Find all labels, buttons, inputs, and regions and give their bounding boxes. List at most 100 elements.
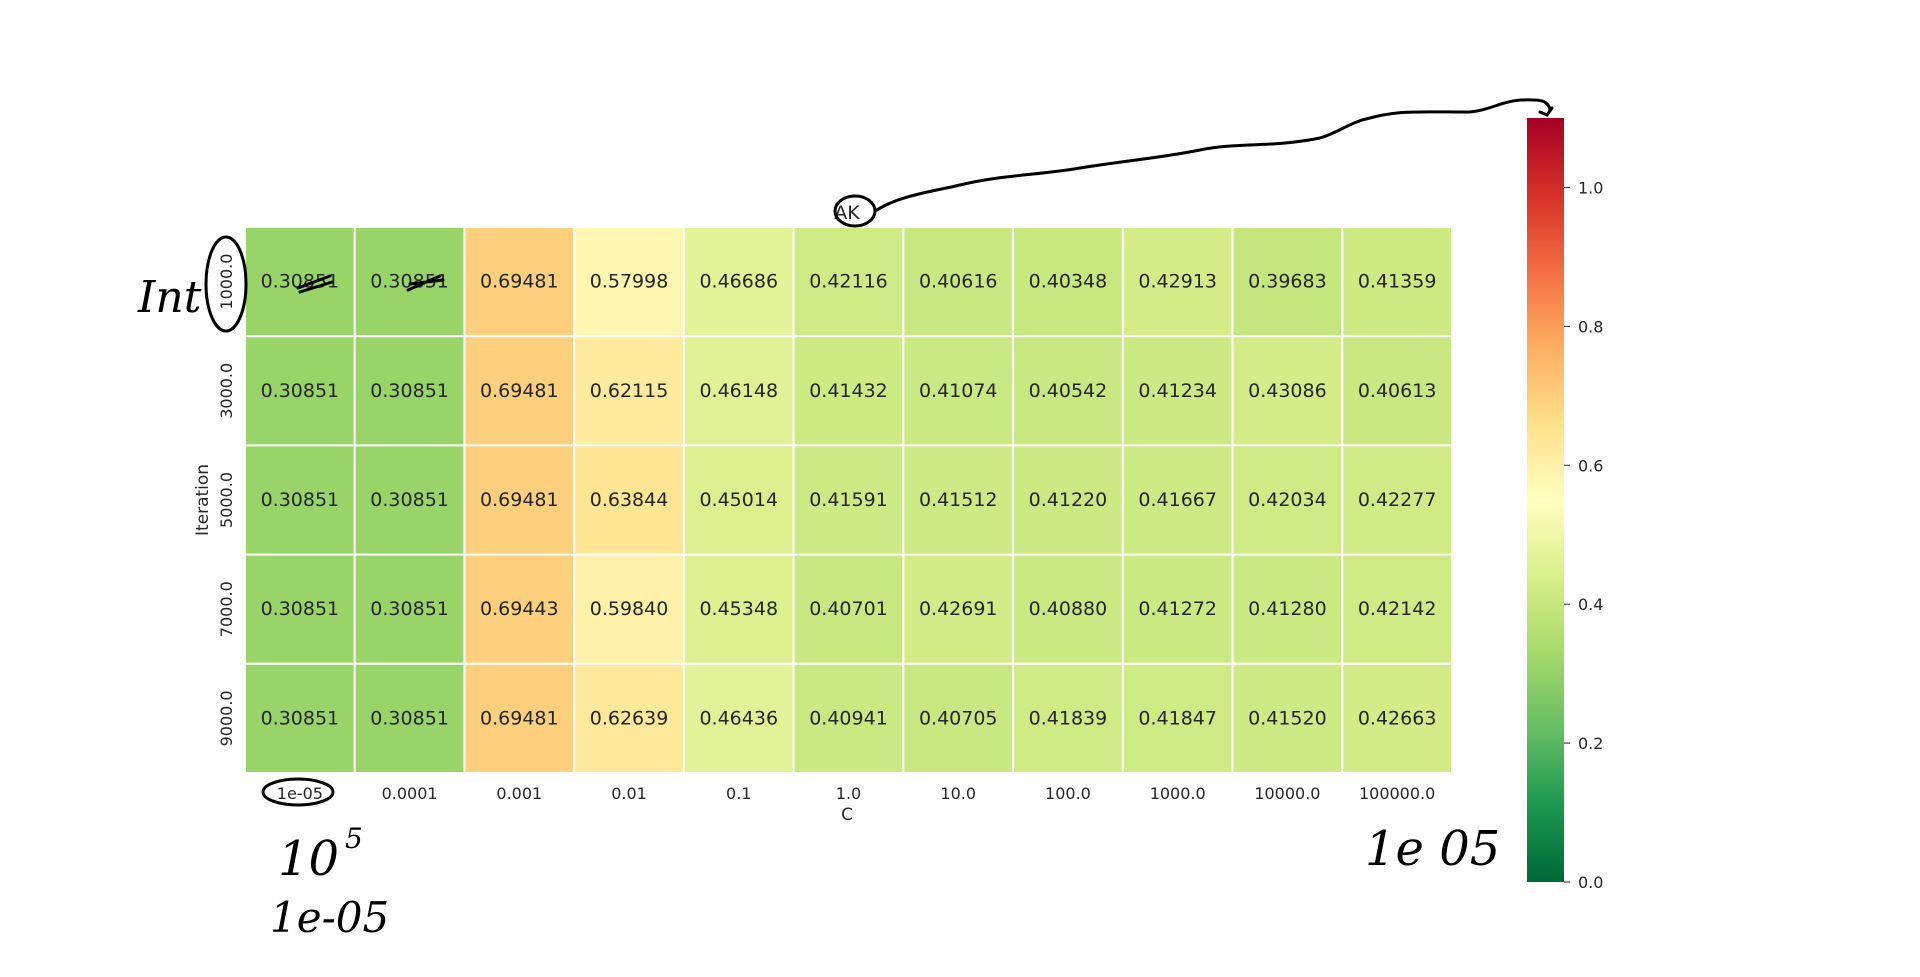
cell-value-label: 0.30851 bbox=[261, 271, 340, 293]
heatmap-cell bbox=[244, 226, 356, 338]
x-tick-label: 0.01 bbox=[611, 784, 647, 803]
heatmap-cell bbox=[792, 335, 905, 447]
cell-value-label: 0.30851 bbox=[370, 707, 449, 729]
x-tick-label: 100.0 bbox=[1045, 784, 1091, 803]
x-tick-label: 100000.0 bbox=[1359, 784, 1435, 803]
heatmap-cell bbox=[573, 553, 685, 665]
heatmap-cell bbox=[1341, 662, 1453, 774]
x-tick-labels: 1e-05 0.0001 0.001 0.01 0.1 1.0 10.0 100.0 1000.… bbox=[277, 784, 1436, 803]
heatmap-cell bbox=[1121, 226, 1234, 338]
y-tick-label: 7000.0 bbox=[217, 581, 236, 637]
colorbar-tick-label: 0.0 bbox=[1578, 873, 1603, 892]
heatmap-cell bbox=[1012, 335, 1124, 447]
cell-value-label: 0.41074 bbox=[919, 380, 998, 402]
heatmap-cell bbox=[353, 553, 466, 665]
cell-value-label: 0.46148 bbox=[699, 380, 778, 402]
hand-circle-title bbox=[833, 194, 877, 228]
cell-value-label: 0.30851 bbox=[370, 271, 449, 293]
cell-value-label: 0.42116 bbox=[809, 271, 888, 293]
x-tick-label: 0.0001 bbox=[382, 784, 438, 803]
cell-value-label: 0.46436 bbox=[699, 707, 778, 729]
colorbar-tick-label: 0.8 bbox=[1578, 317, 1603, 336]
cell-value-label: 0.42034 bbox=[1248, 489, 1327, 511]
cell-value-label: 0.41667 bbox=[1138, 489, 1217, 511]
cell-value-label: 0.62115 bbox=[590, 380, 669, 402]
heatmap-cell bbox=[1231, 226, 1344, 338]
heatmap-cell bbox=[902, 444, 1015, 556]
cell-value-label: 0.41847 bbox=[1138, 707, 1217, 729]
cell-value-label: 0.69443 bbox=[480, 598, 559, 620]
heatmap-cell bbox=[792, 553, 905, 665]
hand-text-int: Int bbox=[137, 272, 202, 323]
chart-title: AK bbox=[834, 202, 860, 224]
heatmap-cell bbox=[682, 662, 795, 774]
hand-strike-cell-2 bbox=[406, 274, 445, 292]
heatmap-cell bbox=[682, 335, 795, 447]
hand-text-exponent-5: 5 bbox=[345, 822, 363, 855]
heatmap-cell bbox=[1341, 444, 1453, 556]
cell-value-label: 0.30851 bbox=[261, 707, 340, 729]
colorbar-tick-label: 0.4 bbox=[1578, 595, 1603, 614]
y-tick-label: 1000.0 bbox=[217, 254, 236, 310]
cell-value-label: 0.41520 bbox=[1248, 707, 1327, 729]
cell-value-label: 0.41512 bbox=[919, 489, 998, 511]
cell-value-label: 0.41220 bbox=[1029, 489, 1108, 511]
colorbar-tick-label: 1.0 bbox=[1578, 178, 1603, 197]
x-axis-label: C bbox=[841, 805, 853, 825]
cell-value-label: 0.40616 bbox=[919, 271, 998, 293]
cell-value-label: 0.45014 bbox=[699, 489, 778, 511]
cell-value-label: 0.30851 bbox=[370, 598, 449, 620]
cell-value-label: 0.41591 bbox=[809, 489, 888, 511]
heatmap-cell bbox=[902, 226, 1015, 338]
cell-value-label: 0.41272 bbox=[1138, 598, 1217, 620]
x-tick-label: 0.1 bbox=[726, 784, 751, 803]
cell-value-label: 0.41359 bbox=[1358, 271, 1437, 293]
cell-value-label: 0.42277 bbox=[1358, 489, 1437, 511]
cell-value-label: 0.69481 bbox=[480, 271, 559, 293]
heatmap-cell bbox=[1231, 662, 1344, 774]
cell-value-label: 0.41432 bbox=[809, 380, 888, 402]
heatmap-cell bbox=[244, 335, 356, 447]
heatmap-cell bbox=[353, 662, 466, 774]
cell-value-label: 0.42142 bbox=[1358, 598, 1437, 620]
cell-value-label: 0.43086 bbox=[1248, 380, 1327, 402]
hand-text-1e-05: 1e-05 bbox=[270, 893, 389, 942]
cell-value-label: 0.39683 bbox=[1248, 271, 1327, 293]
cell-value-label: 0.30851 bbox=[370, 380, 449, 402]
heatmap-cell bbox=[244, 553, 356, 665]
y-tick-labels: 1000.0 3000.0 5000.0 7000.0 9000.0 bbox=[217, 254, 236, 747]
cell-value-label: 0.42663 bbox=[1358, 707, 1437, 729]
colorbar-tick-label: 0.6 bbox=[1578, 456, 1603, 475]
hand-arrow-to-colorbar bbox=[875, 98, 1554, 212]
cell-value-label: 0.69481 bbox=[480, 380, 559, 402]
y-axis-label: Iteration bbox=[193, 464, 213, 536]
hand-text-1e05: 1e 05 bbox=[1365, 821, 1500, 877]
heatmap-cell bbox=[682, 444, 795, 556]
cell-value-label: 0.57998 bbox=[590, 271, 669, 293]
cell-value-label: 0.30851 bbox=[261, 380, 340, 402]
cell-value-label: 0.42913 bbox=[1138, 271, 1217, 293]
heatmap-cell bbox=[573, 662, 685, 774]
heatmap-cell bbox=[353, 226, 466, 338]
cell-value-label: 0.30851 bbox=[370, 489, 449, 511]
cell-value-label: 0.62639 bbox=[590, 707, 669, 729]
handwritten-annotations: Int 10 5 1e-05 1e 05 bbox=[137, 98, 1554, 942]
cell-value-label: 0.40701 bbox=[809, 598, 888, 620]
cell-value-label: 0.40542 bbox=[1029, 380, 1108, 402]
cell-value-label: 0.40880 bbox=[1029, 598, 1108, 620]
heatmap-cell bbox=[1012, 226, 1124, 338]
heatmap-cell bbox=[1341, 335, 1453, 447]
hand-circle-first-xtick bbox=[261, 777, 335, 807]
cell-value-label: 0.69481 bbox=[480, 489, 559, 511]
heatmap-cell bbox=[463, 444, 576, 556]
heatmap-cell bbox=[902, 662, 1015, 774]
heatmap-cell bbox=[792, 444, 905, 556]
cell-value-label: 0.40613 bbox=[1358, 380, 1437, 402]
colorbar-tick-label: 0.2 bbox=[1578, 734, 1603, 753]
cell-value-label: 0.41280 bbox=[1248, 598, 1327, 620]
heatmap-cell bbox=[1012, 662, 1124, 774]
cell-value-label: 0.30851 bbox=[261, 598, 340, 620]
heatmap-cell bbox=[463, 662, 576, 774]
cell-value-label: 0.59840 bbox=[590, 598, 669, 620]
